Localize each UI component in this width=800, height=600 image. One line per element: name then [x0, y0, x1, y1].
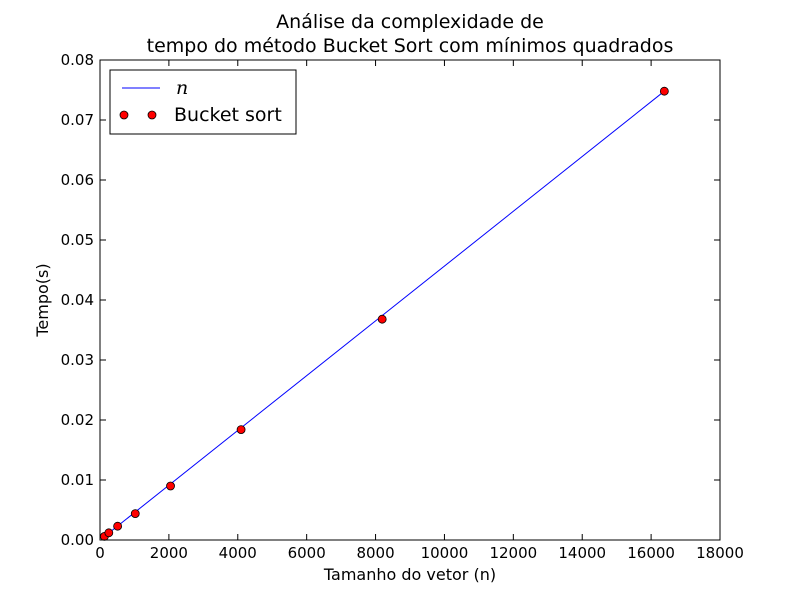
x-tick-label: 0	[95, 544, 105, 562]
x-tick-label: 18000	[696, 544, 744, 562]
series-line-n	[104, 90, 665, 537]
x-tick-label: 6000	[288, 544, 326, 562]
x-tick-label: 2000	[150, 544, 188, 562]
y-tick-label: 0.04	[61, 291, 94, 309]
y-tick-label: 0.08	[61, 51, 94, 69]
y-tick-label: 0.01	[61, 471, 94, 489]
x-tick-label: 14000	[558, 544, 606, 562]
data-point-bucket-sort	[377, 314, 387, 324]
y-tick-label: 0.05	[61, 231, 94, 249]
chart-title-line-2: tempo do método Bucket Sort com mínimos …	[147, 35, 674, 57]
axis-ticks: 0 2000 4000 6000 8000 10000 12000 14000 16000 180…	[61, 51, 744, 562]
y-tick-label: 0.07	[61, 111, 94, 129]
data-point-bucket-sort	[113, 521, 123, 531]
y-axis-label: Tempo(s)	[33, 263, 52, 337]
x-tick-label: 16000	[627, 544, 675, 562]
x-axis-label: Tamanho do vetor (n)	[323, 565, 496, 584]
plot-frame	[99, 59, 721, 541]
legend-marker-swatch-1	[119, 110, 129, 120]
x-tick-label: 4000	[219, 544, 257, 562]
legend-marker-swatch-2	[147, 110, 157, 120]
legend-frame	[109, 69, 297, 135]
legend: n Bucket sort	[109, 69, 297, 135]
x-tick-label: 10000	[421, 544, 469, 562]
data-point-bucket-sort	[659, 86, 669, 96]
plot-series	[100, 86, 669, 541]
y-tick-label: 0.00	[61, 531, 94, 549]
legend-label-bucket-sort: Bucket sort	[174, 104, 282, 126]
y-tick-label: 0.02	[61, 411, 94, 429]
y-tick-label: 0.03	[61, 351, 94, 369]
y-tick-label: 0.06	[61, 171, 94, 189]
data-point-bucket-sort	[166, 481, 175, 491]
data-point-bucket-sort	[236, 425, 246, 435]
x-tick-label: 12000	[489, 544, 537, 562]
x-tick-label: 8000	[356, 544, 394, 562]
data-point-bucket-sort	[130, 509, 140, 518]
legend-label-n: n	[176, 77, 188, 99]
data-point-bucket-sort	[104, 528, 114, 538]
chart-title-line-1: Análise da complexidade de	[276, 11, 544, 33]
